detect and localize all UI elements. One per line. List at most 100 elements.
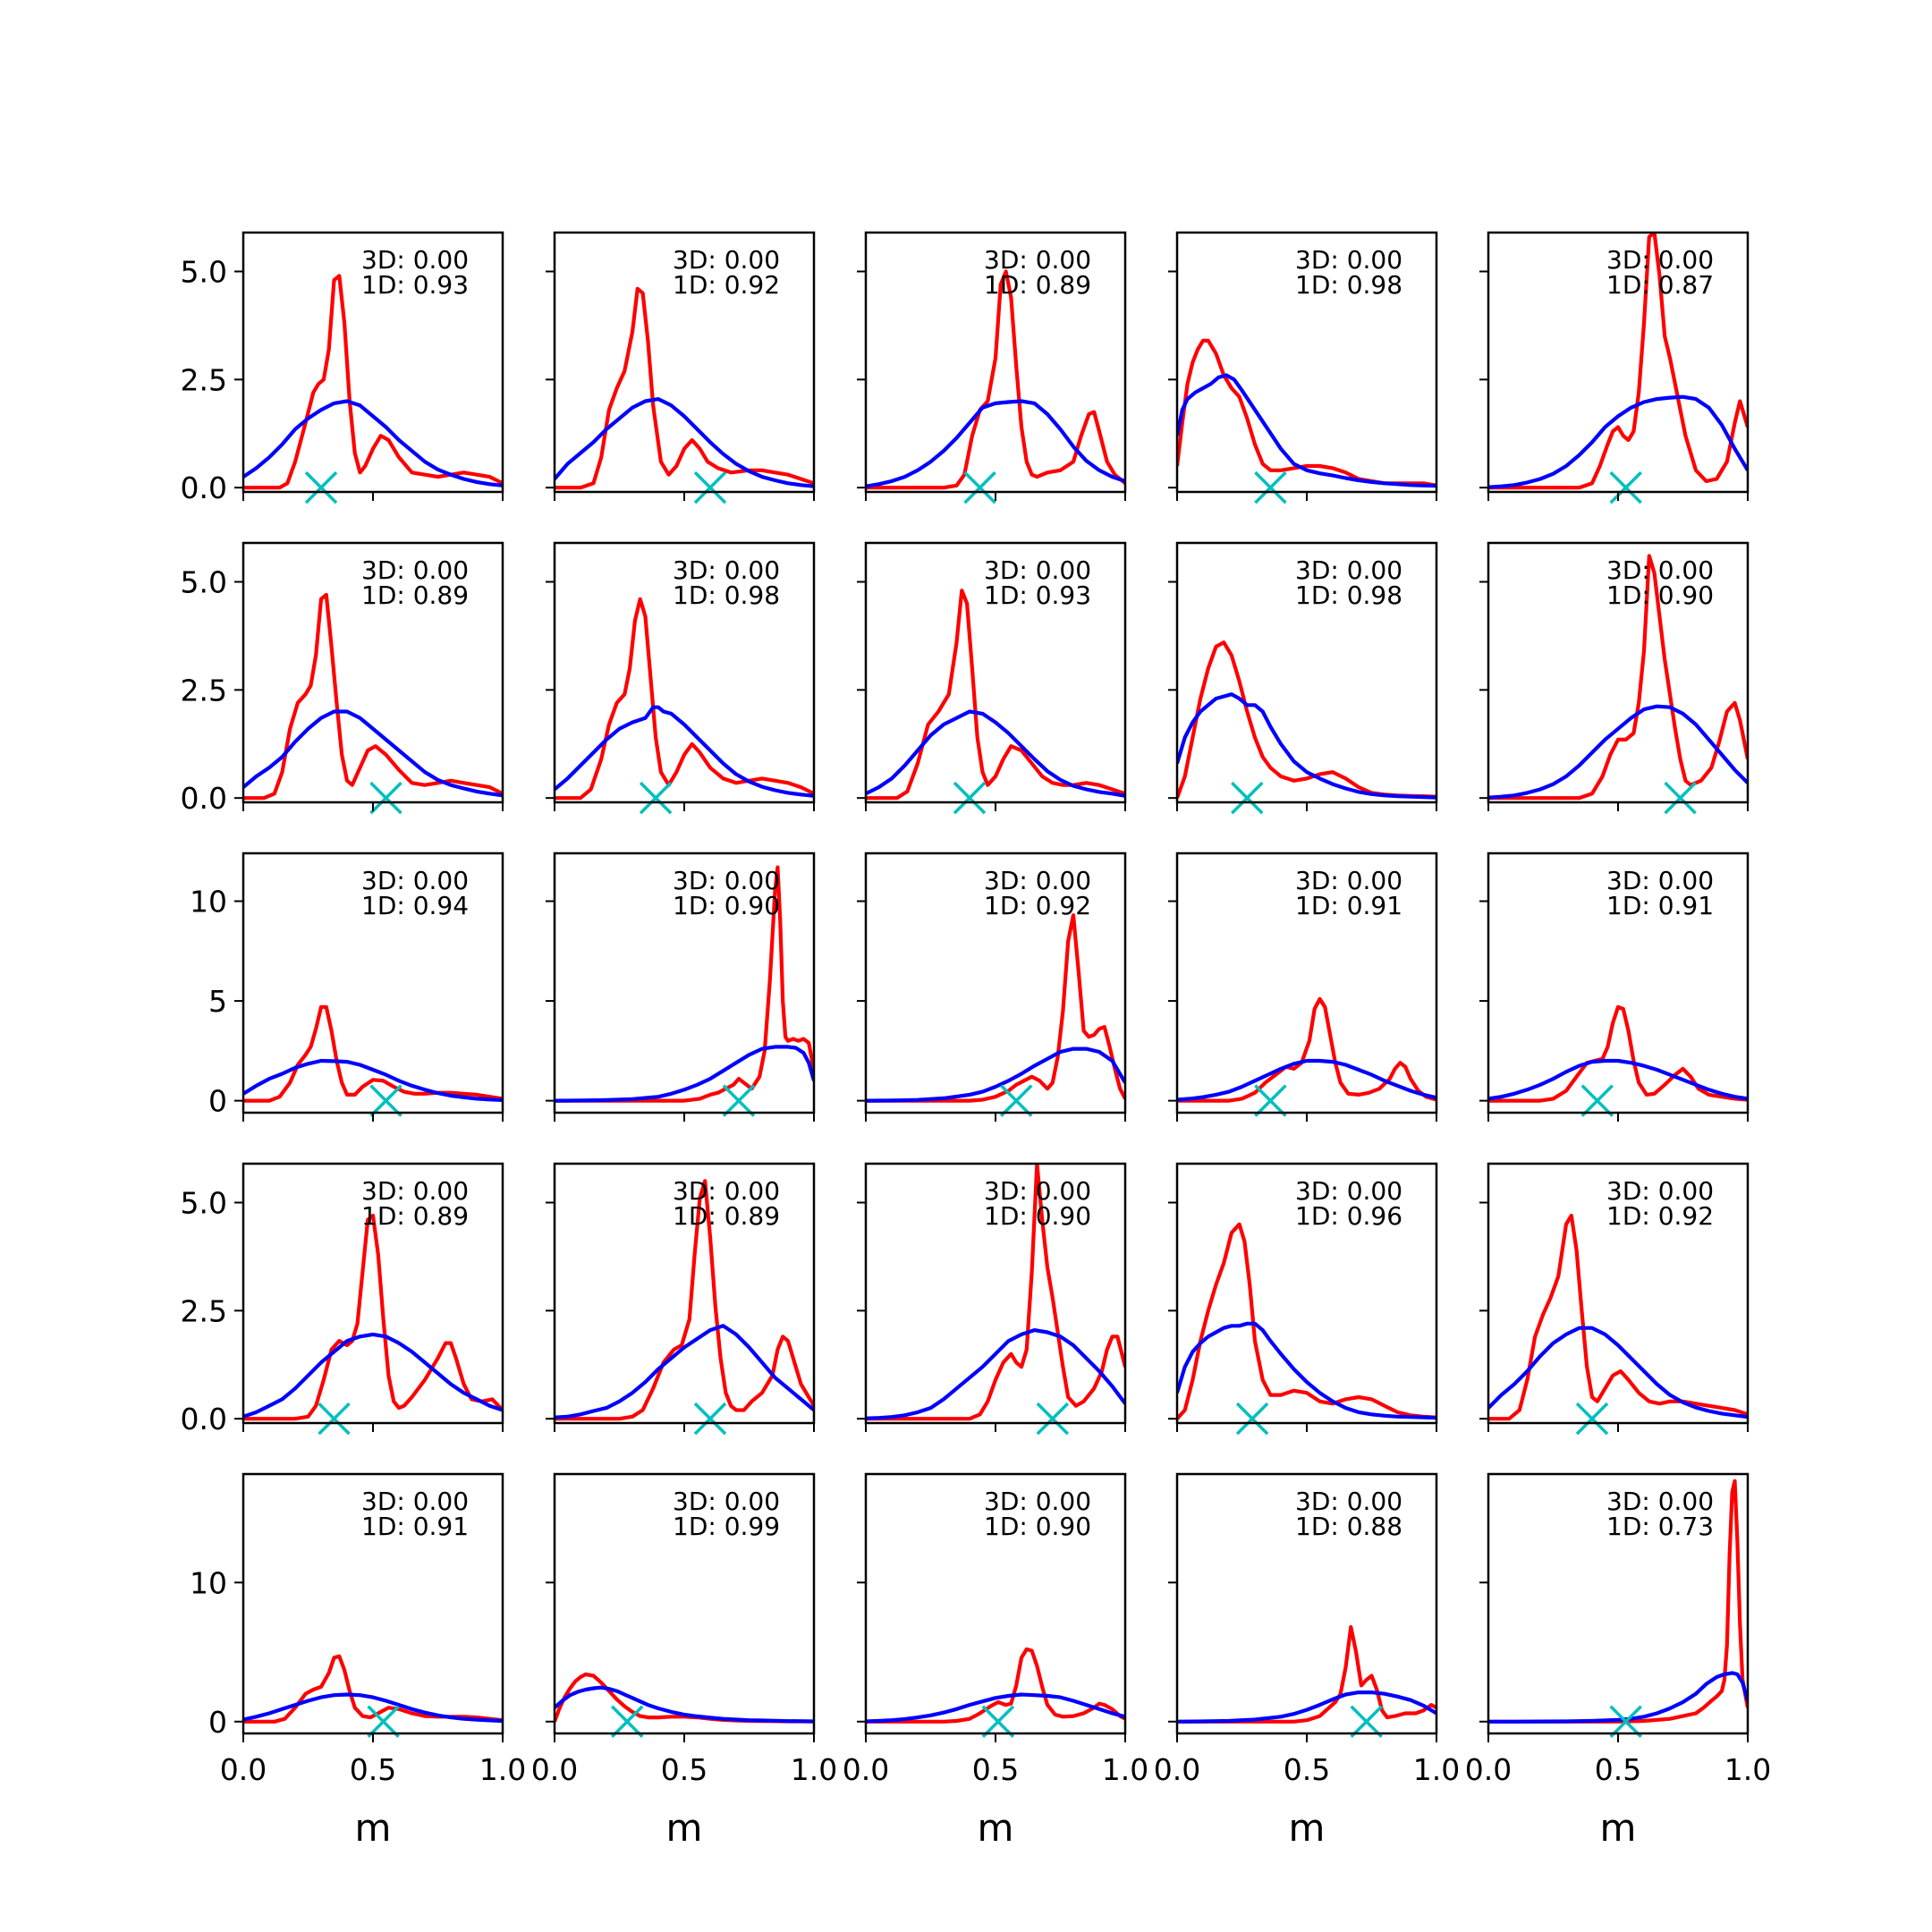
score-1d-label: 1D: 0.98 (673, 580, 780, 610)
red-density-line (555, 865, 814, 1103)
score-3d-label: 3D: 0.00 (673, 1487, 780, 1516)
blue-density-line (555, 1324, 814, 1419)
red-density-line (866, 1647, 1125, 1724)
score-1d-label: 1D: 0.96 (1295, 1201, 1402, 1231)
score-1d-label: 1D: 0.87 (1606, 270, 1714, 300)
score-3d-label: 3D: 0.00 (1295, 1487, 1402, 1516)
score-1d-label: 1D: 0.94 (361, 891, 469, 920)
x-marker (1350, 1705, 1383, 1739)
plot-area (243, 1213, 503, 1421)
score-3d-label: 3D: 0.00 (984, 1487, 1091, 1516)
score-3d-label: 3D: 0.00 (361, 555, 469, 585)
y-tick-label: 2.5 (181, 362, 227, 397)
y-tick-label: 2.5 (181, 673, 227, 708)
score-3d-label: 3D: 0.00 (1606, 555, 1714, 585)
y-tick-label: 10 (190, 1565, 227, 1600)
x-marker (1609, 1705, 1642, 1739)
y-tick-label: 0.0 (181, 1402, 227, 1436)
score-1d-label: 1D: 0.92 (673, 270, 780, 300)
blue-density-line (555, 705, 814, 798)
blue-density-line (1488, 394, 1748, 489)
blue-density-line (1488, 704, 1748, 800)
x-marker (953, 781, 987, 815)
red-density-line (1488, 554, 1748, 801)
x-marker (1575, 1402, 1609, 1436)
plot-area (1177, 640, 1436, 800)
x-axis-label: m (978, 1806, 1014, 1850)
score-1d-label: 1D: 0.89 (984, 270, 1091, 300)
blue-density-line (243, 399, 503, 487)
red-density-line (243, 274, 503, 490)
plot-area (1488, 1479, 1748, 1724)
x-marker (1235, 1402, 1269, 1436)
red-density-line (1177, 640, 1436, 799)
blue-density-line (555, 1045, 814, 1103)
x-tick-label: 0.0 (1154, 1752, 1200, 1787)
y-tick-label: 5 (208, 984, 227, 1019)
score-1d-label: 1D: 0.93 (361, 270, 469, 300)
y-tick-label: 5.0 (181, 1186, 227, 1221)
x-tick-label: 1.0 (479, 1752, 526, 1787)
red-density-line (1177, 1222, 1436, 1420)
x-marker (1231, 781, 1264, 815)
plot-area (866, 1164, 1125, 1421)
plot-area (1177, 996, 1436, 1103)
plot-area (1488, 1004, 1748, 1103)
score-1d-label: 1D: 0.92 (984, 891, 1091, 920)
x-tick-label: 1.0 (1413, 1752, 1460, 1787)
blue-density-line (866, 709, 1125, 798)
score-3d-label: 3D: 0.00 (1606, 1176, 1714, 1206)
score-1d-label: 1D: 0.89 (361, 580, 469, 610)
plot-area (243, 1654, 503, 1724)
x-marker (981, 1705, 1015, 1739)
blue-density-line (555, 397, 814, 488)
x-marker (1254, 470, 1287, 504)
score-3d-label: 3D: 0.00 (1606, 245, 1714, 275)
score-3d-label: 3D: 0.00 (361, 1487, 469, 1516)
y-tick-label: 0 (208, 1084, 227, 1119)
plot-area (866, 589, 1125, 801)
score-3d-label: 3D: 0.00 (673, 245, 780, 275)
plot-area (555, 1672, 814, 1724)
score-1d-label: 1D: 0.90 (673, 891, 780, 920)
red-density-line (866, 913, 1125, 1103)
y-tick-label: 0.0 (181, 470, 227, 505)
y-tick-label: 10 (190, 885, 227, 919)
plot-area (1177, 1222, 1436, 1420)
x-marker (610, 1705, 644, 1739)
plot-area (243, 1004, 503, 1103)
plot-area (1488, 554, 1748, 801)
score-1d-label: 1D: 0.90 (1606, 580, 1714, 610)
blue-density-line (866, 399, 1125, 488)
score-3d-label: 3D: 0.00 (984, 866, 1091, 895)
red-density-line (1177, 1624, 1436, 1724)
red-density-line (555, 597, 814, 801)
x-tick-label: 1.0 (791, 1752, 837, 1787)
x-marker (369, 1084, 402, 1117)
red-density-line (866, 269, 1125, 490)
x-tick-label: 1.0 (1102, 1752, 1148, 1787)
x-tick-label: 0.0 (1465, 1752, 1512, 1787)
score-3d-label: 3D: 0.00 (673, 866, 780, 895)
y-tick-label: 0 (208, 1705, 227, 1740)
plot-area (555, 1179, 814, 1421)
blue-density-line (1488, 1671, 1748, 1724)
x-marker (1254, 1084, 1287, 1117)
score-3d-label: 3D: 0.00 (1606, 866, 1714, 895)
plot-area (866, 269, 1125, 490)
red-density-line (555, 286, 814, 490)
blue-density-line (1177, 1690, 1436, 1724)
score-3d-label: 3D: 0.00 (361, 1176, 469, 1206)
score-3d-label: 3D: 0.00 (1606, 1487, 1714, 1516)
